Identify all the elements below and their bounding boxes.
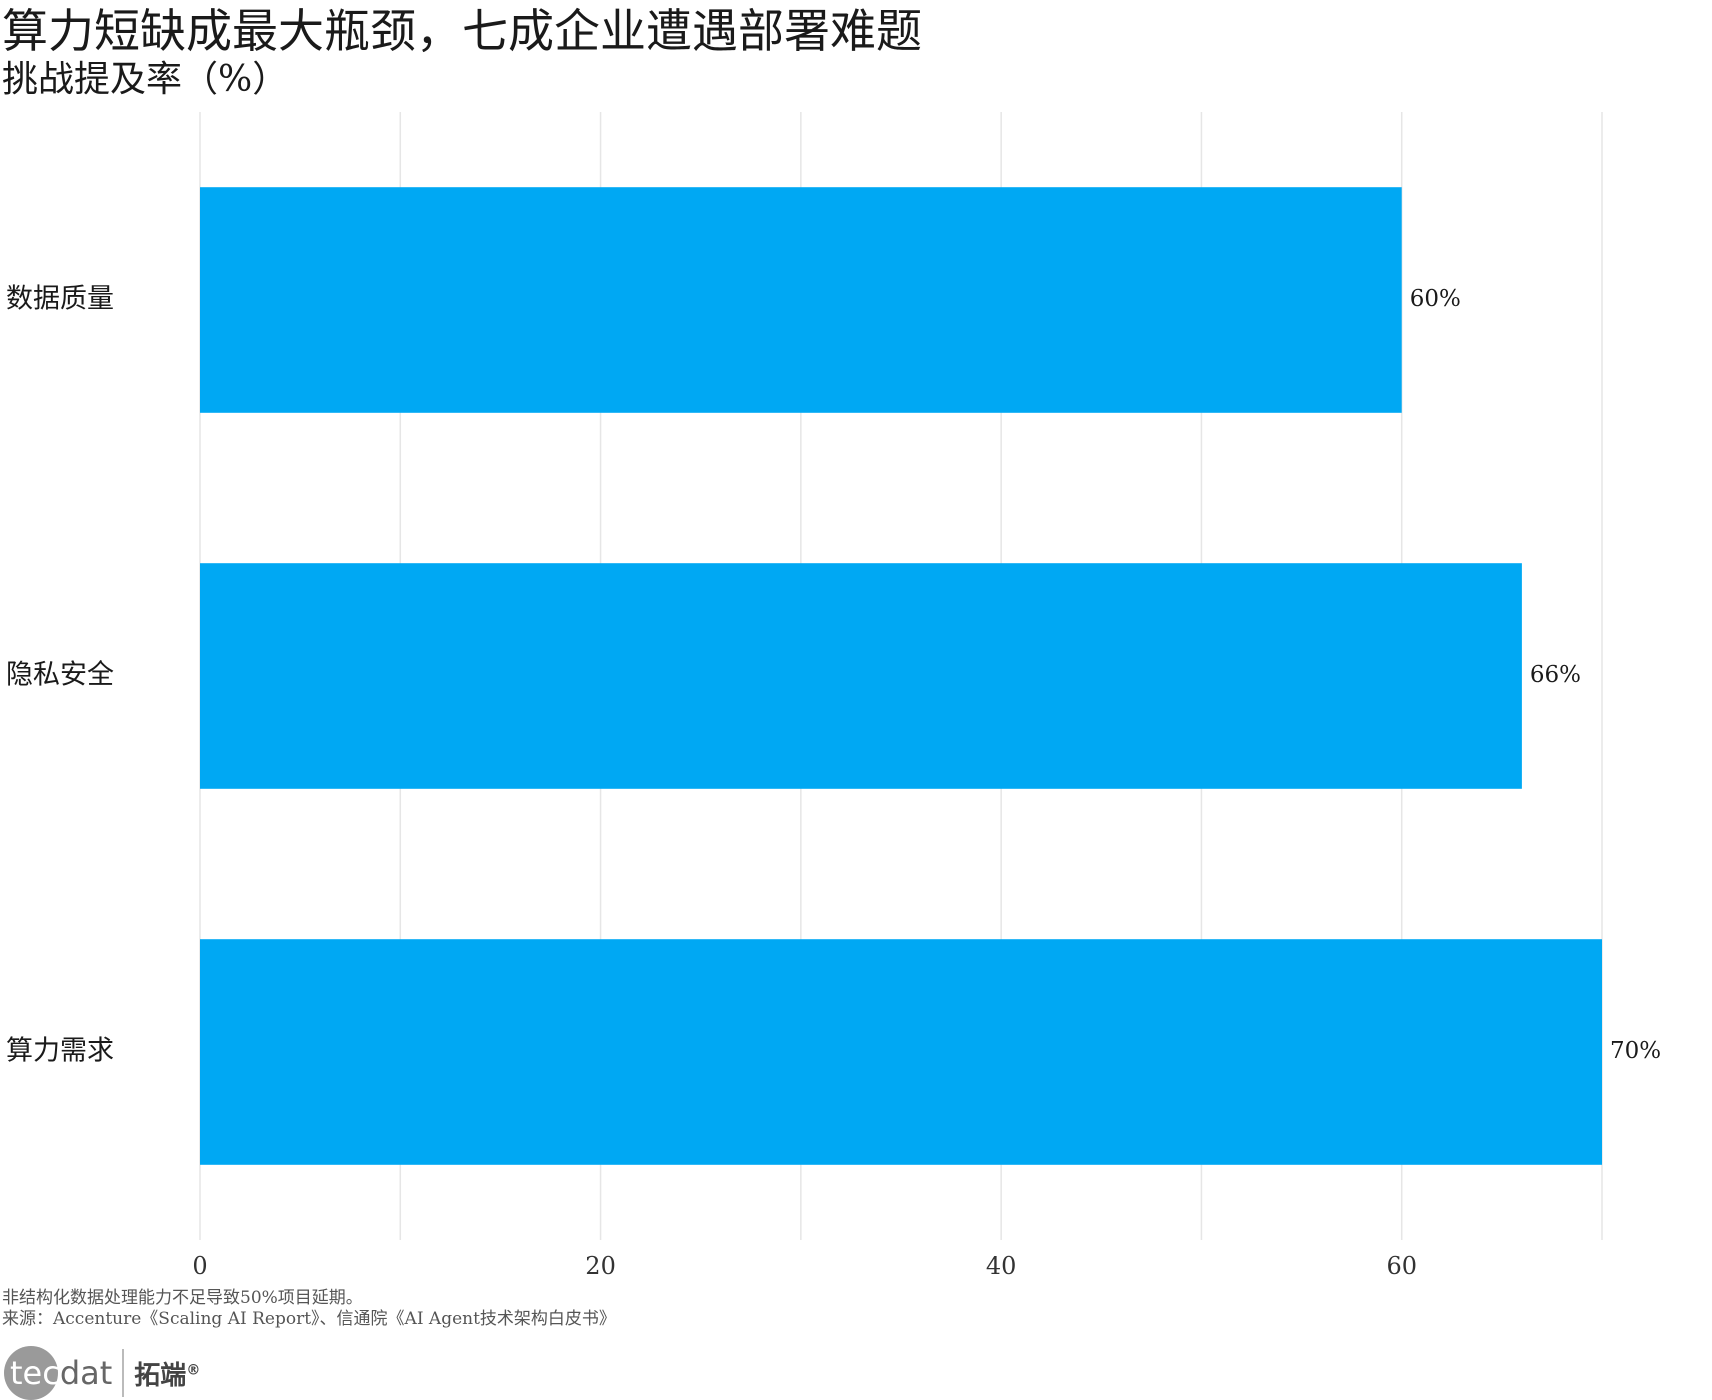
x-tick-label: 20 — [585, 1252, 616, 1280]
bar — [200, 563, 1522, 789]
value-label: 70% — [1610, 1038, 1661, 1064]
bars — [200, 187, 1602, 1165]
chart-subtitle: 挑战提及率（%） — [2, 59, 289, 100]
chart-title: 算力短缺成最大瓶颈，七成企业遭遇部署难题 — [2, 4, 922, 58]
value-label: 66% — [1530, 662, 1581, 688]
x-tick-label: 0 — [192, 1252, 207, 1280]
logo-divider — [122, 1349, 125, 1397]
x-tick-label: 60 — [1386, 1252, 1417, 1280]
source-note: 来源：Accenture《Scaling AI Report》、信通院《AI A… — [2, 1309, 616, 1329]
category-label: 数据质量 — [6, 284, 114, 315]
logo-circle-icon — [4, 1346, 58, 1400]
logo-cn-text: 拓端® — [134, 1360, 201, 1391]
bar — [200, 939, 1602, 1165]
footnote: 非结构化数据处理能力不足导致50%项目延期。 — [2, 1288, 363, 1308]
value-labels: 60% 66% 70% — [1410, 286, 1661, 1064]
logo-text: tecdat — [10, 1354, 113, 1392]
value-label: 60% — [1410, 286, 1461, 312]
category-label: 隐私安全 — [6, 660, 114, 691]
bar — [200, 187, 1402, 413]
x-tick-label: 40 — [986, 1252, 1017, 1280]
category-label: 算力需求 — [6, 1036, 114, 1067]
x-tick-labels: 0 20 40 60 — [192, 1252, 1417, 1280]
tecdat-logo: tecdat 拓端® — [4, 1346, 200, 1400]
